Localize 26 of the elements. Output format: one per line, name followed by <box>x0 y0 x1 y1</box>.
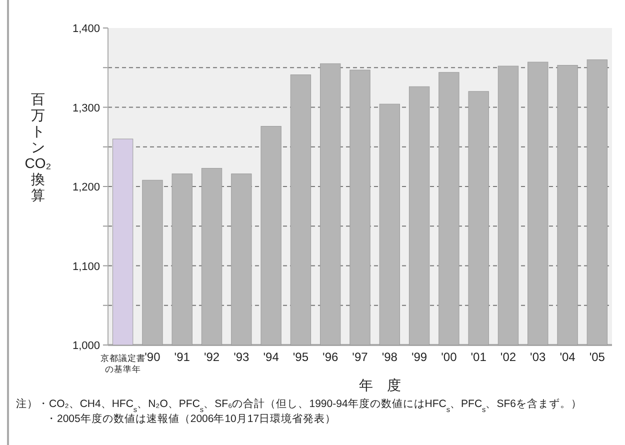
text: ・2005年度の数値は速報値（2006年10月17日環境省発表） <box>46 412 336 425</box>
x-tick-label: '92 <box>204 350 220 364</box>
x-tick-label: '97 <box>352 350 368 364</box>
x-tick-label: '91 <box>174 350 190 364</box>
x-tick-label: '03 <box>530 350 546 364</box>
x-tick-label: '99 <box>411 350 428 364</box>
x-axis-title: 年 度 <box>359 377 401 393</box>
y-tick-label: 1,000 <box>72 340 100 352</box>
y-tick-label: 1,200 <box>72 182 100 194</box>
x-tick-label: '00 <box>441 350 458 364</box>
x-tick-label: '95 <box>292 350 309 364</box>
x-tick-label: '96 <box>322 350 338 364</box>
x-tick-label: '05 <box>589 350 606 364</box>
x-tick-label: '02 <box>500 350 516 364</box>
x-tick-label: '98 <box>382 350 398 364</box>
x-tick-label: '01 <box>470 350 487 364</box>
text: 注）・CO₂、CH4、HFC$_{s}$、N₂O、PFC$_{s}$、SF₆の合計（但し、1990-94年度の数値にはHFC$_{s}$、PFC$_{s}$、SF6を含まず。） <box>16 398 582 414</box>
y-tick-label: 1,100 <box>72 260 100 273</box>
x-tick-label: 京都議定書の基準年 <box>100 353 146 374</box>
y-tick-label: 1,400 <box>72 23 100 35</box>
x-tick-label: '93 <box>234 350 250 364</box>
x-tick-label: '04 <box>560 350 576 364</box>
x-tick-label: '90 <box>144 350 161 364</box>
y-tick-label: 1,300 <box>72 102 100 114</box>
x-tick-label: '94 <box>263 350 280 364</box>
y-axis-title: 百万トンCO₂換算 <box>24 91 52 203</box>
